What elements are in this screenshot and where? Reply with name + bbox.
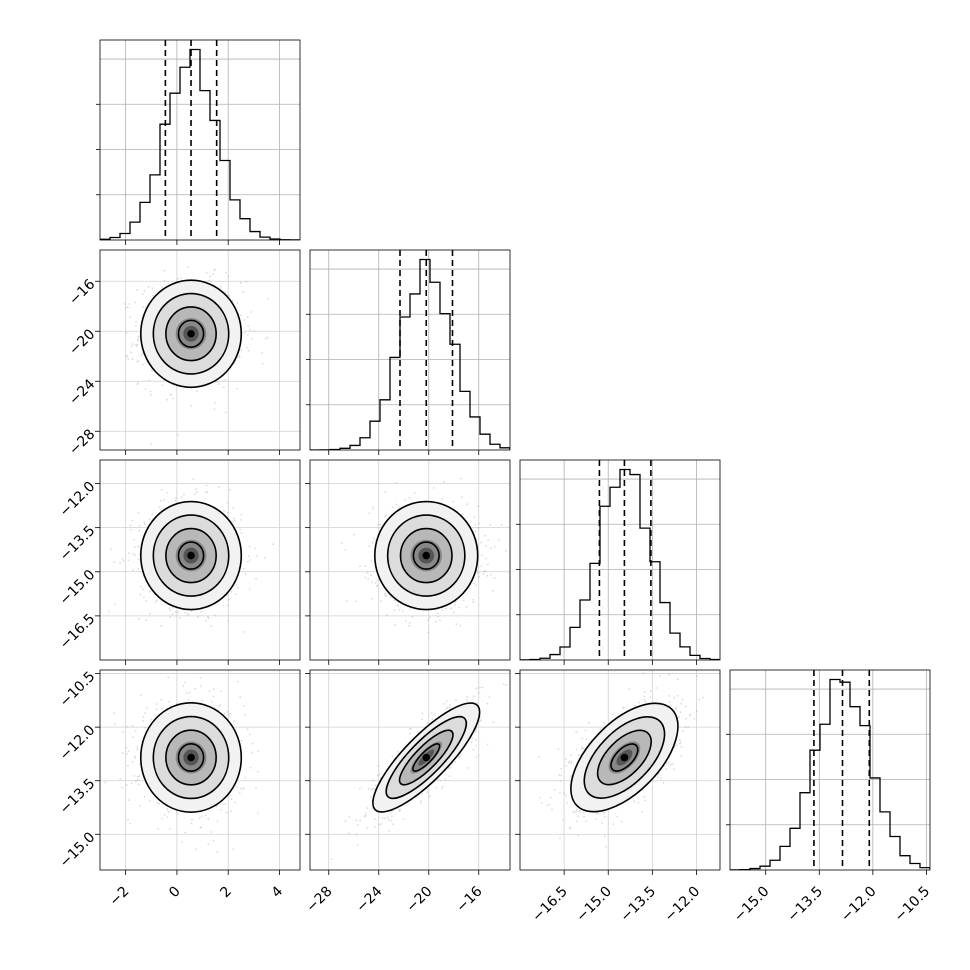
contour-level-2 <box>152 514 230 597</box>
scatter-frame <box>99 459 301 661</box>
contour-level-3 <box>570 702 679 813</box>
density-contours <box>372 702 481 813</box>
contour-level-0 <box>610 743 639 772</box>
contour-level-0 <box>412 743 441 772</box>
histogram-panel-3 <box>726 670 930 870</box>
contour-level-3 <box>373 500 479 611</box>
x-tick-label-2-1: −15.0 <box>573 884 615 926</box>
scatter-panel-2-3 <box>520 670 720 870</box>
histogram-steps <box>310 258 510 450</box>
contour-level-0 <box>177 541 205 570</box>
contour-level-1 <box>398 729 454 786</box>
x-tick-label-0-2: 2 <box>217 884 235 902</box>
contour-level-2 <box>583 716 666 799</box>
y-tick-label-3-2: −12.0 <box>57 722 99 764</box>
histogram-frame <box>729 669 931 871</box>
x-tick-label-3-3: −10.5 <box>892 884 934 926</box>
histogram-steps <box>520 468 720 660</box>
x-tick-label-2-0: −16.5 <box>529 884 571 926</box>
histogram-panel-1 <box>306 250 510 450</box>
contour-level-1 <box>399 527 453 584</box>
y-tick-label-1-0: −28 <box>66 426 98 458</box>
x-tick-label-3-0: −15.0 <box>731 884 773 926</box>
contour-level-2 <box>385 715 468 800</box>
x-tick-label-3-1: −13.5 <box>784 884 826 926</box>
density-contours <box>570 702 679 813</box>
contour-level-1 <box>165 306 217 362</box>
scatter-panel-0-1 <box>100 250 300 450</box>
x-tick-label-1-1: −24 <box>353 883 385 915</box>
x-tick-label-1-3: −16 <box>453 883 485 915</box>
y-tick-label-1-1: −24 <box>66 376 98 408</box>
y-tick-label-3-3: −10.5 <box>57 669 99 711</box>
histogram-frame <box>309 249 511 451</box>
y-tick-label-1-3: −16 <box>66 276 98 308</box>
contour-level-2 <box>386 514 466 597</box>
x-tick-label-0-0: −2 <box>107 884 133 910</box>
scatter-panel-0-2 <box>100 460 300 660</box>
histogram-panel-2 <box>516 460 720 660</box>
contour-level-0 <box>412 541 440 570</box>
scatter-frame <box>99 249 301 451</box>
contour-level-3 <box>139 279 243 389</box>
x-tick-label-1-2: −20 <box>403 884 435 916</box>
contour-level-3 <box>139 702 243 813</box>
x-tick-label-0-1: 0 <box>166 884 184 902</box>
scatter-frame <box>309 459 511 661</box>
scatter-frame <box>519 669 721 871</box>
y-tick-label-1-2: −20 <box>66 326 98 358</box>
contour-level-1 <box>165 527 217 584</box>
scatter-panel-1-3 <box>310 670 510 870</box>
histogram-frame <box>99 39 301 241</box>
scatter-frame <box>99 669 301 871</box>
x-tick-label-2-2: −13.5 <box>618 884 660 926</box>
x-tick-label-3-2: −12.0 <box>838 884 880 926</box>
histogram-panel-0 <box>96 40 300 240</box>
density-peak <box>422 551 431 560</box>
y-tick-label-3-1: −13.5 <box>57 776 99 818</box>
density-contours <box>139 500 243 611</box>
x-tick-label-1-0: −28 <box>303 884 335 916</box>
density-contours <box>373 500 479 611</box>
y-tick-label-2-0: −16.5 <box>57 611 99 653</box>
contour-level-0 <box>177 319 205 348</box>
contour-level-2 <box>152 715 230 800</box>
scatter-panel-1-2 <box>310 460 510 660</box>
density-peak <box>187 753 195 762</box>
density-peak <box>620 753 629 762</box>
x-tick-label-0-3: 4 <box>269 883 287 901</box>
contour-level-1 <box>165 729 217 786</box>
y-tick-label-3-0: −15.0 <box>57 829 99 871</box>
contour-level-0 <box>177 743 205 772</box>
contour-level-1 <box>596 729 652 786</box>
contour-level-3 <box>139 500 243 611</box>
density-peak <box>422 753 431 762</box>
histogram-steps <box>730 678 930 870</box>
histogram-frame <box>519 459 721 661</box>
density-peak <box>187 329 195 338</box>
density-peak <box>187 551 195 560</box>
x-tick-label-2-3: −12.0 <box>662 884 704 926</box>
density-contours <box>139 279 243 389</box>
y-tick-label-2-1: −15.0 <box>57 567 99 609</box>
histogram-grid <box>100 40 300 240</box>
histogram-grid <box>730 670 930 870</box>
contour-level-2 <box>152 292 230 375</box>
scatter-panel-0-3 <box>100 670 300 870</box>
histogram-steps <box>100 48 300 240</box>
y-tick-label-2-3: −12.0 <box>57 479 99 521</box>
histogram-grid <box>520 460 720 660</box>
scatter-frame <box>309 669 511 871</box>
y-tick-label-2-2: −13.5 <box>57 523 99 565</box>
contour-level-3 <box>372 702 481 813</box>
density-contours <box>139 702 243 813</box>
